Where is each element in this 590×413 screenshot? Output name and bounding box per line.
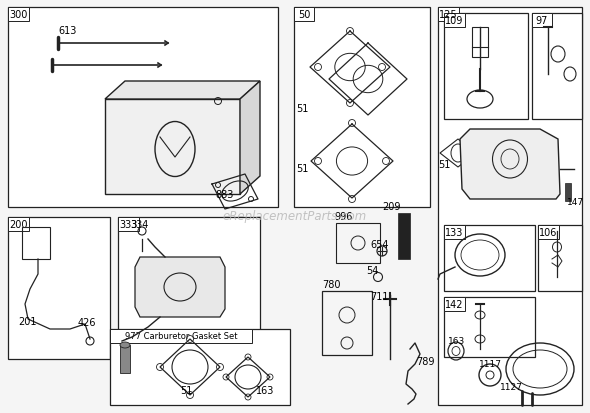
Bar [444,225,535,291]
Text: 51: 51 [296,104,309,114]
Polygon shape [105,100,240,195]
Text: 613: 613 [58,26,76,36]
Text: 977 Carburetor Gasket Set: 977 Carburetor Gasket Set [124,332,237,341]
Bar [532,14,552,28]
Bar [398,214,410,259]
Polygon shape [135,257,225,317]
Bar [444,14,464,28]
Text: 97: 97 [536,16,548,26]
Text: 51: 51 [438,159,450,170]
Bar [438,8,582,405]
Bar [110,329,251,343]
Bar [444,297,535,357]
Text: 300: 300 [9,10,28,20]
Bar [336,223,380,263]
Bar [538,225,559,240]
Text: eReplacementParts.com: eReplacementParts.com [223,210,367,223]
Bar [444,14,528,120]
Bar [538,225,582,291]
Text: 109: 109 [445,16,463,26]
Text: 426: 426 [78,317,97,327]
Polygon shape [460,130,560,199]
Text: 711: 711 [370,291,388,301]
Bar [8,8,28,22]
Bar [565,183,571,202]
Text: 147: 147 [567,197,584,206]
Text: 54: 54 [366,266,378,275]
Bar [8,218,28,231]
Text: 142: 142 [445,299,464,309]
Text: 200: 200 [9,219,28,230]
Bar [8,218,110,359]
Bar [110,329,290,405]
Bar [444,225,464,240]
Text: 50: 50 [298,10,310,20]
Text: 996: 996 [334,211,352,221]
Text: 333: 333 [119,219,137,230]
Bar [438,8,458,22]
Bar [322,291,372,355]
Text: 789: 789 [416,356,434,366]
Text: 51: 51 [180,385,192,395]
Polygon shape [240,82,260,195]
Text: 1117: 1117 [478,359,501,368]
Bar [8,8,278,207]
Text: 106: 106 [539,228,558,237]
Bar [118,218,260,359]
Bar [294,8,314,22]
Bar [444,297,464,311]
Text: 1127: 1127 [500,382,523,391]
Ellipse shape [120,342,130,348]
Text: 654: 654 [370,240,388,249]
Bar [118,218,139,231]
Text: 133: 133 [445,228,463,237]
Text: 209: 209 [382,202,401,211]
Bar [472,28,488,58]
Bar [294,8,430,207]
Text: 163: 163 [448,336,466,345]
Polygon shape [105,82,260,100]
Text: 125: 125 [439,10,458,20]
Text: 883: 883 [215,190,234,199]
Text: 51: 51 [296,164,309,173]
Text: 163: 163 [256,385,274,395]
Text: 334: 334 [130,219,148,230]
Bar [532,14,582,120]
Text: 780: 780 [322,279,340,289]
Bar [120,345,130,373]
Text: 201: 201 [18,316,37,326]
